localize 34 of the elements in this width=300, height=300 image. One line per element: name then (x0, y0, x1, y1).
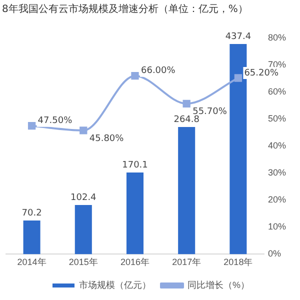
y2-tick-label: 50% (268, 114, 286, 124)
point (28, 122, 36, 130)
legend-label: 同比增长（%） (188, 280, 250, 290)
chart-title: 8年我国公有云市场规模及增速分析（单位：亿元，%） (2, 2, 248, 16)
point (80, 126, 88, 134)
point (234, 74, 242, 82)
bar (74, 205, 92, 254)
y2-tick-label: 60% (268, 86, 286, 97)
point (131, 72, 139, 80)
data-label: 170.1 (122, 160, 148, 170)
data-label: 47.50% (38, 116, 73, 126)
point (182, 100, 190, 108)
x-tick-label: 2018年 (224, 257, 253, 268)
data-label: 66.00% (140, 66, 176, 76)
data-label: 65.20% (244, 68, 279, 78)
legend-label: 市场规模（亿元） (79, 280, 151, 290)
data-label: 264.8 (174, 114, 200, 125)
y2-tick-label: 80% (268, 32, 286, 42)
data-label: 45.80% (89, 134, 124, 144)
bar (126, 172, 144, 254)
y2-tick-label: 20% (268, 194, 286, 205)
x-tick-label: 2015年 (68, 257, 98, 268)
y2-tick-label: 10% (268, 222, 286, 232)
x-tick-label: 2017年 (172, 257, 202, 268)
y2-tick-label: 30% (268, 168, 286, 178)
y2-tick-label: 0% (268, 248, 281, 259)
bar (178, 126, 196, 254)
x-tick-label: 2014年 (17, 257, 46, 268)
x-tick-label: 2016年 (120, 257, 150, 268)
data-label: 70.2 (22, 208, 42, 218)
y2-tick-label: 40% (268, 140, 286, 151)
data-label: 437.4 (225, 32, 252, 42)
bar (23, 220, 40, 254)
data-label: 102.4 (70, 192, 97, 203)
